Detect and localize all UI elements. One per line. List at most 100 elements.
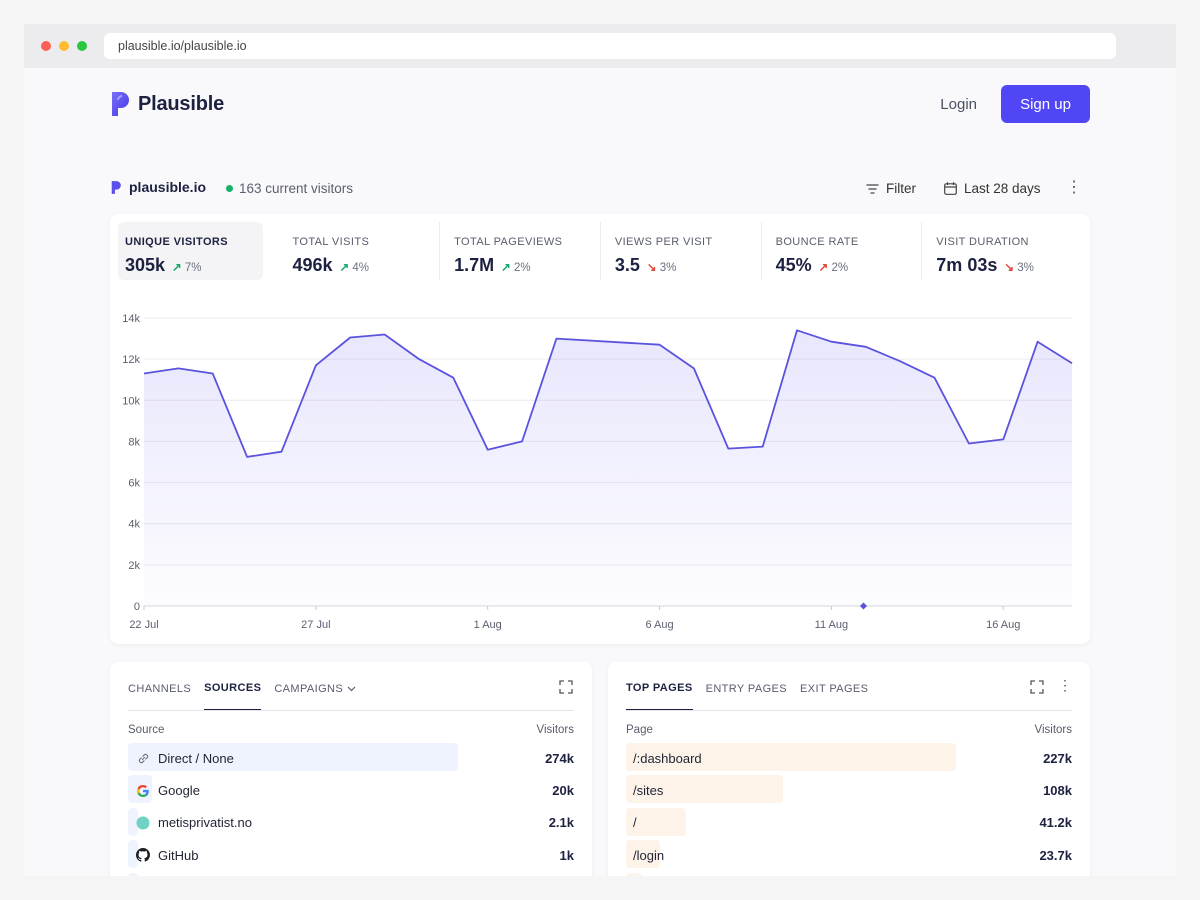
brand-name: Plausible [138,92,225,115]
row-value: 1k [559,847,574,863]
site-bar: plausible.io 163 current visitors Filter… [110,176,1090,202]
y-tick-label: 2k [128,560,140,572]
visitors-column-header[interactable]: Visitors [1034,724,1073,736]
list-item[interactable]: /:dashboard/pages10.6k [626,872,1072,876]
list-item[interactable]: / 41.2k [626,807,1072,839]
y-tick-label: 6k [128,478,140,490]
source-column-header[interactable]: Source [128,724,165,736]
list-item[interactable]: metisprivatist.no 2.1k [128,807,574,839]
tab-exit-pages[interactable]: EXIT PAGES [800,683,869,695]
row-value: 227k [1043,750,1072,766]
page-column-header[interactable]: Page [626,724,653,736]
stat-change: ↘ 3% [646,262,677,274]
row-label: Google [128,783,200,798]
pages-tabs: TOP PAGES ENTRY PAGES EXIT PAGES [626,682,868,711]
close-window-button[interactable] [41,41,51,51]
x-tick-label: 1 Aug [474,619,502,631]
stat-visit-duration[interactable]: VISIT DURATION 7m 03s ↘ 3% [921,222,1082,280]
row-label-text: metisprivatist.no [158,815,252,831]
sources-tabs: CHANNELS SOURCES CAMPAIGNS [128,682,356,711]
link-icon [136,751,150,765]
row-value: 108k [1043,783,1072,799]
share-bar [128,807,138,836]
pages-panel: TOP PAGES ENTRY PAGES EXIT PAGES ⋮ Page … [608,662,1090,876]
current-visitors[interactable]: 163 current visitors [226,181,353,196]
trend-up-icon: ↗ [339,262,350,274]
annotation-marker [859,602,868,610]
trend-down-icon: ↘ [1004,262,1014,274]
list-item[interactable]: Direct / None 274k [128,742,574,774]
stat-label: VISIT DURATION [936,236,1029,248]
more-options-icon[interactable]: ⋮ [1058,677,1072,693]
y-tick-label: 12k [122,354,140,366]
trend-up-icon: ↗ [172,262,182,274]
y-tick-label: 14k [122,313,140,325]
tab-sources[interactable]: SOURCES [204,682,262,711]
top-navigation: Plausible Login Sign up [110,68,1090,148]
list-item[interactable]: GitHub 1k [128,839,574,871]
browser-window: plausible.io/plausible.io Plausible Logi… [24,24,1176,876]
visitors-column-header[interactable]: Visitors [536,724,575,736]
share-bar [626,807,686,836]
tab-campaigns[interactable]: CAMPAIGNS [274,682,356,711]
address-bar[interactable]: plausible.io/plausible.io [104,33,1116,59]
stat-total-visits[interactable]: TOTAL VISITS 496k ↗ 4% [278,222,439,280]
x-tick-label: 6 Aug [645,619,673,631]
current-visitors-label: 163 current visitors [239,181,354,196]
list-item[interactable]: /login 23.7k [626,839,1072,871]
share-bar [128,872,138,876]
stat-change: ↗ 2% [818,262,849,274]
maximize-window-button[interactable] [77,41,87,51]
more-options-icon[interactable]: ⋮ [1066,179,1082,196]
login-link[interactable]: Login [940,96,977,113]
list-item[interactable]: /:dashboard 227k [626,742,1072,774]
live-dot-icon [226,185,233,192]
list-item[interactable]: Google 20k [128,774,574,806]
chart-area [144,330,1072,606]
row-label: GitHub [128,848,198,863]
stat-unique-visitors[interactable]: UNIQUE VISITORS 305k ↗ 7% [118,222,264,280]
site-dot-icon [136,816,150,830]
x-tick-label: 27 Jul [301,619,330,631]
filter-button[interactable]: Filter [866,181,916,196]
stat-label: UNIQUE VISITORS [125,236,228,248]
expand-icon[interactable] [1030,680,1044,694]
stat-views-per-visit[interactable]: VIEWS PER VISIT 3.5 ↘ 3% [599,222,761,280]
stat-value: 3.5 [614,255,640,275]
date-range-button[interactable]: Last 28 days [944,181,1041,196]
share-bar [128,840,138,869]
row-label-text: /sites [633,783,664,799]
stat-change: ↗ 7% [172,262,202,274]
visitors-chart[interactable]: 0 2k 4k 6k 8k 10k 12k 14k 22 Jul 27 Jul 1 Aug 6 Aug… [110,302,1090,632]
row-label: Direct / None [128,751,234,766]
row-value: 274k [545,750,574,766]
stat-total-pageviews[interactable]: TOTAL PAGEVIEWS 1.7M ↗ 2% [439,222,600,280]
list-item[interactable]: /sites 108k [626,774,1072,806]
tab-top-pages[interactable]: TOP PAGES [626,682,693,711]
expand-icon[interactable] [559,680,573,694]
google-icon [136,784,150,798]
sources-list: Direct / None 274k Google 20k metisprivatist… [128,742,574,876]
pages-list: /:dashboard 227k/sites 108k / 41.2k/login 23.… [626,742,1072,876]
plausible-logo[interactable]: Plausible [110,90,224,118]
list-item[interactable]: ChatGPT728 [128,872,574,876]
site-switcher[interactable]: plausible.io [110,179,206,195]
stat-change: ↘ 3% [1004,262,1034,274]
minimize-window-button[interactable] [59,41,69,51]
row-label: /sites [626,783,663,798]
signup-button[interactable]: Sign up [1001,85,1090,123]
tab-channels[interactable]: CHANNELS [128,683,192,695]
row-label-text: Google [158,783,200,799]
stat-label: BOUNCE RATE [775,236,859,248]
site-name: plausible.io [129,179,207,195]
row-label: / [626,815,637,830]
stat-label: TOTAL VISITS [292,236,370,248]
row-label: /:dashboard [626,751,702,766]
tab-entry-pages[interactable]: ENTRY PAGES [705,683,788,695]
row-value: 41.2k [1039,815,1072,831]
stat-bounce-rate[interactable]: BOUNCE RATE 45% ↗ 2% [760,222,922,280]
row-label-text: /:dashboard [633,750,702,766]
row-label-text: /login [633,847,665,863]
y-tick-label: 8k [128,436,140,448]
stat-label: VIEWS PER VISIT [614,236,713,248]
